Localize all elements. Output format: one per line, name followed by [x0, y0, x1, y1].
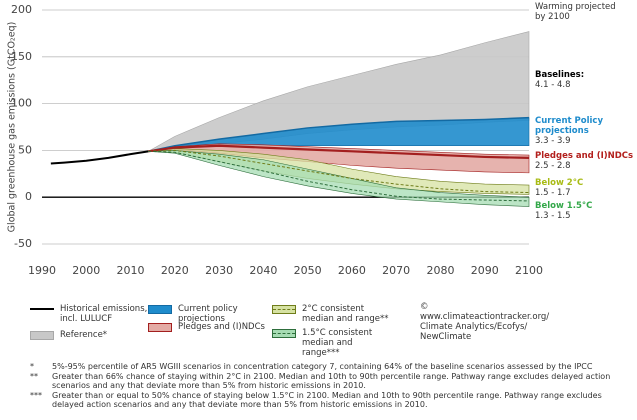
- legend-entry: Current policy projections: [148, 304, 266, 324]
- legend-median: [273, 333, 295, 334]
- footnote-text: Greater than 66% chance of staying withi…: [52, 371, 611, 391]
- legend-swatch: [148, 305, 172, 314]
- annotation-range: 3.3 - 3.9: [535, 136, 571, 146]
- line: [50, 150, 149, 165]
- legend-entry: 1.5°C consistent median and range***: [272, 328, 390, 358]
- legend-label: Reference*: [60, 330, 108, 340]
- legend-swatch: [30, 331, 54, 340]
- band: [148, 150, 530, 207]
- annotation-range: 1.3 - 1.5: [535, 211, 571, 221]
- credit: © www.climateactiontracker.org/ Climate …: [420, 302, 550, 342]
- legend-swatch: [272, 329, 296, 338]
- x-tick-label: 2060: [338, 264, 366, 277]
- annotation: Pledges and (I)NDCs 2.5 - 2.8: [535, 151, 635, 171]
- annotation-label: Pledges and (I)NDCs: [535, 151, 634, 161]
- median-line: [148, 144, 530, 159]
- annotation-range: 1.5 - 1.7: [535, 188, 571, 198]
- y-tick-label: -50: [14, 237, 32, 250]
- x-tick-label: 2020: [161, 264, 189, 277]
- x-tick-label: 2010: [117, 264, 145, 277]
- footnotes: * 5%-95% percentile of AR5 WGIII scenario…: [30, 362, 630, 410]
- annotation-range: 2.5 - 2.8: [535, 161, 571, 171]
- x-tick-label: 2050: [294, 264, 322, 277]
- annotation-label: Current Policy projections: [535, 116, 603, 136]
- legend-entry: 2°C consistent median and range**: [272, 304, 390, 324]
- y-tick-label: 150: [11, 50, 32, 63]
- annotation: Below 2°C 1.5 - 1.7: [535, 178, 635, 198]
- legend-entry: Historical emissions, incl. LULUCF: [30, 304, 148, 324]
- footnote-marker: **: [30, 371, 38, 381]
- annotation: Current Policy projections 3.3 - 3.9: [535, 116, 635, 146]
- legend-label: Historical emissions, incl. LULUCF: [60, 304, 148, 324]
- legend-entry: Reference*: [30, 330, 148, 340]
- annotation-label: Below 1.5°C: [535, 201, 593, 211]
- footnote-marker: ***: [30, 390, 42, 400]
- x-tick-label: 2000: [72, 264, 100, 277]
- legend-swatch: [148, 323, 172, 332]
- legend-line: [30, 308, 54, 310]
- legend-swatch: [272, 305, 296, 314]
- footnote-text: 5%-95% percentile of AR5 WGIII scenarios…: [52, 362, 593, 371]
- footnote: *** Greater than or equal to 50% chance o…: [30, 391, 630, 410]
- legend-label: Current policy projections: [178, 304, 238, 324]
- y-tick-label: 0: [25, 190, 32, 203]
- annotation-label: Baselines:: [535, 70, 585, 80]
- x-tick-label: 2070: [382, 264, 410, 277]
- annotation: Baselines: 4.1 - 4.8: [535, 70, 635, 90]
- footnote: ** Greater than 66% chance of staying wit…: [30, 372, 630, 391]
- chart: Global greenhouse gas emissions (GtCO₂eq…: [7, 3, 544, 277]
- median-line: [148, 149, 530, 194]
- x-tick-label: 2080: [426, 264, 454, 277]
- y-tick-label: 50: [18, 143, 32, 156]
- x-tick-label: 2090: [471, 264, 499, 277]
- annotation-range: 4.1 - 4.8: [535, 80, 571, 90]
- band-top: [148, 116, 530, 153]
- y-axis-label: Global greenhouse gas emissions (GtCO₂eq…: [7, 22, 18, 233]
- legend-entry: Pledges and (I)NDCs: [148, 322, 266, 332]
- legend-swatch: [30, 305, 54, 314]
- median-line: [148, 150, 530, 202]
- legend-label: Pledges and (I)NDCs: [178, 322, 265, 332]
- x-tick-label: 1990: [28, 264, 56, 277]
- annotation: Below 1.5°C 1.3 - 1.5: [535, 201, 635, 221]
- x-tick-label: 2040: [249, 264, 277, 277]
- legend-label: 2°C consistent median and range**: [302, 304, 389, 324]
- x-tick-label: 2100: [515, 264, 543, 277]
- x-tick-label: 2030: [205, 264, 233, 277]
- annotation-label: Below 2°C: [535, 178, 584, 188]
- legend-label: 1.5°C consistent median and range***: [302, 328, 373, 358]
- legend-median: [273, 309, 295, 310]
- y-tick-label: 100: [11, 97, 32, 110]
- footnote-marker: *: [30, 362, 34, 371]
- annotations-title: Warming projected by 2100: [535, 2, 616, 22]
- footnote: * 5%-95% percentile of AR5 WGIII scenario…: [30, 362, 630, 372]
- footnote-text: Greater than or equal to 50% chance of s…: [52, 390, 602, 410]
- y-tick-label: 200: [11, 3, 32, 16]
